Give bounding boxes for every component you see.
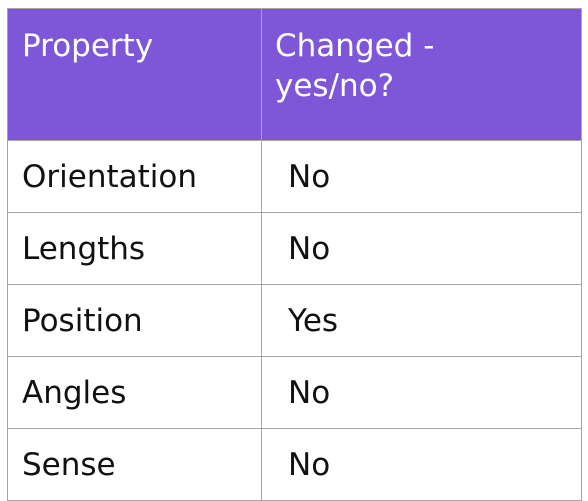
changed-cell: Yes [261,284,582,357]
table-header: Property Changed - yes/no? [7,8,582,141]
property-cell: Lengths [7,212,262,285]
changed-cell: No [261,356,582,429]
header-row: Property Changed - yes/no? [7,8,582,141]
table-row: Position Yes [7,284,582,357]
changed-cell: No [261,140,582,213]
table-row: Orientation No [7,140,582,213]
property-cell: Orientation [7,140,262,213]
changed-cell: No [261,428,582,501]
header-property: Property [7,8,262,141]
changed-cell: No [261,212,582,285]
property-cell: Angles [7,356,262,429]
table-row: Sense No [7,428,582,501]
property-cell: Sense [7,428,262,501]
property-cell: Position [7,284,262,357]
property-change-table: Property Changed - yes/no? Orientation N… [7,8,582,501]
table-row: Angles No [7,356,582,429]
table-row: Lengths No [7,212,582,285]
header-changed: Changed - yes/no? [261,8,582,141]
table-body: Orientation No Lengths No Position Yes A… [7,140,582,501]
